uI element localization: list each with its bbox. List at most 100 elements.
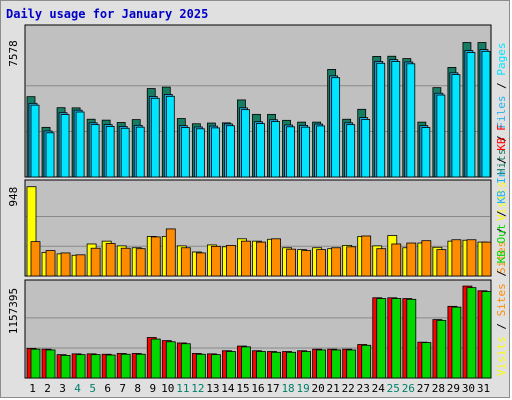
bar-kb-out-day-14 (226, 351, 236, 379)
bar-kb-out-day-17 (271, 351, 281, 379)
day-label-22: 22 (342, 382, 355, 395)
bar-sites-day-26 (406, 242, 417, 277)
day-label-31: 31 (477, 382, 490, 395)
bar-pages-day-20 (316, 125, 326, 178)
day-label-21: 21 (327, 382, 340, 395)
day-label-25: 25 (387, 382, 400, 395)
day-label-12: 12 (191, 382, 204, 395)
day-label-5: 5 (89, 382, 96, 395)
bar-kb-out-day-18 (286, 351, 296, 379)
bar-pages-day-11 (180, 127, 190, 178)
bar-sites-day-31 (481, 241, 492, 277)
bar-pages-day-30 (466, 52, 476, 178)
bar-kb-out-day-9 (150, 338, 161, 379)
bar-sites-day-28 (436, 249, 447, 277)
bar-sites-day-30 (466, 239, 477, 277)
bar-kb-out-day-6 (105, 354, 116, 379)
bar-sites-day-10 (165, 228, 176, 277)
day-label-10: 10 (161, 382, 174, 395)
legend-visits-sites: Sites / Visits (495, 181, 508, 274)
bar-sites-day-13 (210, 245, 221, 277)
bar-pages-day-24 (376, 62, 386, 178)
bar-kb-out-day-24 (376, 298, 387, 379)
bar-sites-day-15 (241, 240, 251, 277)
bar-pages-day-31 (481, 50, 491, 178)
bar-kb-out-day-28 (436, 319, 447, 379)
bar-kb-out-day-23 (361, 344, 372, 379)
bar-kb-out-day-4 (75, 354, 86, 379)
bar-pages-day-8 (135, 126, 145, 178)
bar-sites-day-27 (421, 240, 432, 277)
bar-pages-day-16 (256, 123, 265, 178)
day-label-14: 14 (221, 382, 235, 395)
bar-sites-day-29 (451, 239, 462, 277)
bar-kb-out-day-3 (60, 355, 71, 379)
max-label-kbin-kbout: 1157395 (7, 288, 20, 334)
bar-sites-day-4 (75, 254, 86, 277)
bar-kb-out-day-13 (210, 354, 221, 379)
day-label-24: 24 (372, 382, 386, 395)
day-label-13: 13 (206, 382, 219, 395)
bar-kb-out-day-16 (256, 351, 266, 379)
bar-pages-day-15 (241, 109, 250, 178)
day-label-26: 26 (402, 382, 415, 395)
bar-pages-day-22 (346, 124, 356, 178)
bar-pages-day-10 (165, 95, 175, 178)
bar-kb-out-day-20 (316, 349, 327, 379)
legend-item-kb-out: KB Out (495, 224, 508, 264)
bar-pages-day-4 (75, 111, 85, 178)
day-label-9: 9 (149, 382, 156, 395)
bar-pages-day-2 (45, 132, 55, 178)
day-label-28: 28 (432, 382, 445, 395)
bar-sites-day-24 (376, 248, 387, 277)
bar-kb-out-day-2 (45, 349, 56, 379)
max-label-pages-files-hits: 7578 (7, 40, 20, 66)
day-label-6: 6 (104, 382, 111, 395)
bar-sites-day-14 (226, 244, 236, 277)
legend-item-files: Files (495, 96, 508, 129)
legend-pages-files-hits: Hits / Files / Pages (495, 43, 508, 176)
bar-pages-day-12 (195, 128, 205, 178)
bar-kb-out-day-11 (180, 343, 191, 379)
bar-pages-day-13 (210, 127, 220, 178)
day-label-19: 19 (296, 382, 309, 395)
day-label-17: 17 (266, 382, 279, 395)
bar-kb-out-day-10 (165, 341, 176, 379)
day-label-15: 15 (236, 382, 249, 395)
bar-pages-day-27 (421, 127, 431, 178)
bar-pages-day-3 (60, 114, 70, 178)
bar-pages-day-1 (30, 104, 40, 178)
day-label-30: 30 (462, 382, 475, 395)
bar-kb-out-day-21 (331, 349, 342, 379)
bar-kb-out-day-29 (451, 306, 462, 379)
bar-pages-day-9 (150, 97, 160, 178)
bar-pages-day-7 (120, 127, 130, 178)
bar-sites-day-6 (105, 243, 116, 277)
bar-sites-day-20 (316, 249, 327, 277)
bar-sites-day-12 (195, 252, 206, 277)
bar-sites-day-7 (120, 247, 131, 277)
day-label-2: 2 (44, 382, 51, 395)
legend-item-pages: Pages (495, 43, 508, 76)
bar-pages-day-19 (301, 126, 310, 178)
bar-kb-out-day-8 (135, 353, 146, 379)
bar-sites-day-11 (180, 247, 191, 277)
bar-pages-day-21 (331, 77, 341, 178)
bar-sites-day-23 (361, 235, 372, 277)
bar-sites-day-5 (90, 247, 101, 277)
bar-kb-out-day-7 (120, 353, 131, 379)
day-label-8: 8 (134, 382, 141, 395)
bar-sites-day-21 (331, 247, 342, 277)
legend-item-visits: Visits (495, 181, 508, 221)
bar-pages-day-25 (391, 61, 401, 178)
bar-pages-day-5 (90, 124, 100, 178)
bar-sites-day-1 (30, 241, 41, 277)
legend-item-visits: Visits (495, 336, 508, 376)
bar-kb-out-day-12 (195, 353, 206, 379)
bar-sites-day-16 (256, 241, 266, 277)
legend-item-sites: Sites (495, 241, 508, 274)
bar-sites-day-8 (135, 248, 146, 277)
bar-pages-day-18 (286, 126, 295, 178)
